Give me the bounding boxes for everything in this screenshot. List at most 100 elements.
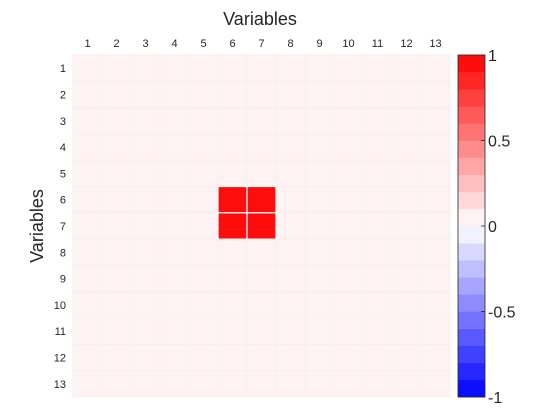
x-tick-label: 2 <box>113 38 119 50</box>
y-tick-label: 9 <box>60 274 66 286</box>
heatmap-cell <box>304 186 335 214</box>
heatmap-cell <box>391 80 422 109</box>
heatmap-cell <box>217 343 248 371</box>
x-tick-label: 12 <box>400 38 412 50</box>
heatmap-cell <box>217 80 248 109</box>
heatmap-cell <box>159 107 190 135</box>
heatmap-cell <box>304 238 335 266</box>
heatmap-cell <box>159 186 190 214</box>
heatmap-cell <box>362 264 393 293</box>
heatmap-cell <box>130 159 161 187</box>
heatmap-cell <box>420 107 451 135</box>
heatmap-cell <box>101 370 132 398</box>
heatmap-cell <box>275 343 306 371</box>
heatmap-cell <box>101 159 132 187</box>
heatmap-cell <box>246 212 277 240</box>
colorbar-band <box>458 379 485 398</box>
heatmap-cell <box>246 238 277 266</box>
heatmap-cell <box>101 317 132 345</box>
x-tick-label: 1 <box>84 38 90 50</box>
heatmap-cell <box>246 370 277 398</box>
colorbar-band <box>458 191 485 210</box>
heatmap-cell <box>362 317 393 345</box>
heatmap-cell <box>275 159 306 187</box>
colorbar-tick-label: -1 <box>488 390 502 407</box>
heatmap-cell <box>420 343 451 371</box>
heatmap-cell <box>304 343 335 371</box>
heatmap-cell <box>275 264 306 293</box>
y-tick-label: 4 <box>60 142 66 154</box>
heatmap-cell <box>420 264 451 293</box>
colorbar-band <box>458 55 485 73</box>
colorbar-band <box>458 294 485 312</box>
heatmap-cell <box>217 238 248 266</box>
colorbar-band <box>458 123 485 141</box>
heatmap-cell <box>72 317 103 345</box>
heatmap-cell <box>246 343 277 371</box>
heatmap-cell <box>159 133 190 161</box>
heatmap-cell <box>304 159 335 187</box>
colorbar-band <box>458 208 485 227</box>
heatmap-cell <box>275 370 306 398</box>
heatmap-cell <box>101 291 132 319</box>
heatmap-cell <box>333 54 364 82</box>
heatmap-cell <box>420 133 451 161</box>
heatmap-cell <box>333 317 364 345</box>
heatmap-cell <box>333 80 364 109</box>
heatmap-cell <box>420 317 451 345</box>
heatmap-cell <box>246 80 277 109</box>
colorbar-tick-label: 1 <box>488 48 497 65</box>
heatmap-cell <box>217 54 248 82</box>
heatmap-cell <box>362 80 393 109</box>
heatmap-cell <box>333 212 364 240</box>
heatmap-cell <box>362 238 393 266</box>
y-axis-title: Variables <box>27 189 47 263</box>
heatmap-cell <box>130 133 161 161</box>
heatmap-cell <box>159 212 190 240</box>
y-tick-label: 2 <box>60 89 66 101</box>
colorbar-band <box>458 89 485 107</box>
heatmap-cell <box>217 107 248 135</box>
heatmap-cell <box>72 80 103 109</box>
heatmap-cell <box>130 238 161 266</box>
heatmap-cell <box>304 317 335 345</box>
heatmap-cell <box>362 54 393 82</box>
colorbar-band <box>458 260 485 278</box>
heatmap-cell <box>304 133 335 161</box>
heatmap-cell <box>188 133 219 161</box>
heatmap-cell <box>362 291 393 319</box>
heatmap-cell <box>362 343 393 371</box>
heatmap-cell <box>159 370 190 398</box>
heatmap-cell <box>72 238 103 266</box>
colorbar-band <box>458 106 485 124</box>
heatmap-cell <box>130 186 161 214</box>
y-tick-label: 13 <box>54 379 66 391</box>
x-tick-label: 8 <box>287 38 293 50</box>
y-tick-label: 12 <box>54 352 66 364</box>
heatmap-cell <box>246 185 277 214</box>
heatmap-cell <box>217 133 248 161</box>
heatmap-cell <box>304 80 335 109</box>
heatmap-cell <box>275 107 306 135</box>
heatmap-cell <box>188 317 219 345</box>
heatmap-cell <box>72 54 103 82</box>
heatmap-cell <box>217 264 248 293</box>
heatmap-cell <box>130 107 161 135</box>
heatmap-cell <box>72 107 103 135</box>
heatmap-cell <box>420 238 451 266</box>
heatmap-cell <box>304 212 335 240</box>
colorbar-band <box>458 157 485 175</box>
heatmap-cell <box>72 159 103 187</box>
heatmap-cell <box>362 107 393 135</box>
heatmap-cell <box>391 264 422 293</box>
colorbar-band <box>458 174 485 193</box>
heatmap-cell <box>362 212 393 240</box>
heatmap-cell <box>333 264 364 293</box>
heatmap-cell <box>391 291 422 319</box>
heatmap-cell <box>72 370 103 398</box>
heatmap-cell <box>246 317 277 345</box>
heatmap-cell <box>362 186 393 214</box>
heatmap-cell <box>130 264 161 293</box>
